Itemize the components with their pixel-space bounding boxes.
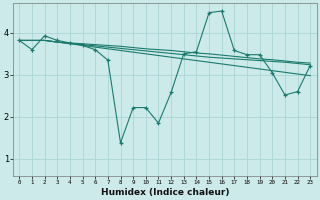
X-axis label: Humidex (Indice chaleur): Humidex (Indice chaleur)	[100, 188, 229, 197]
